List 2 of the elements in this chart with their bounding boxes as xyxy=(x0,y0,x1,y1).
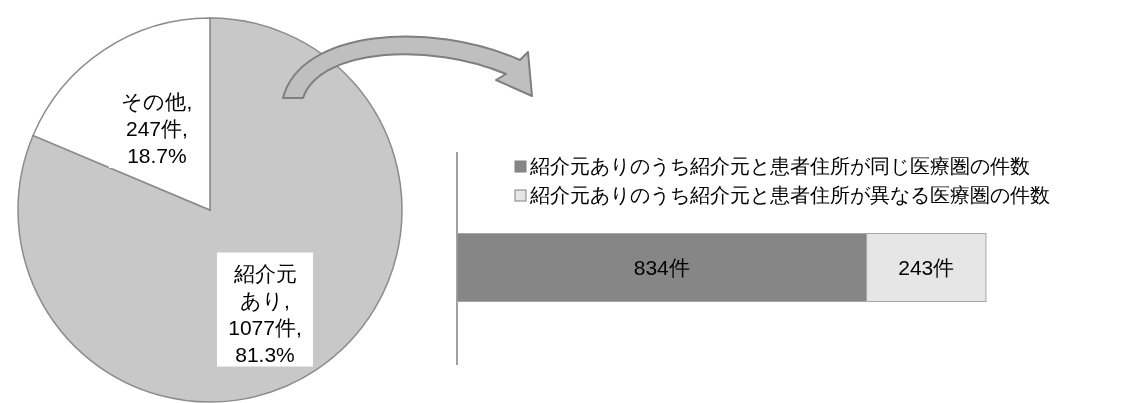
data-label: 243件 xyxy=(898,255,955,279)
data-label: 834件 xyxy=(633,255,690,279)
